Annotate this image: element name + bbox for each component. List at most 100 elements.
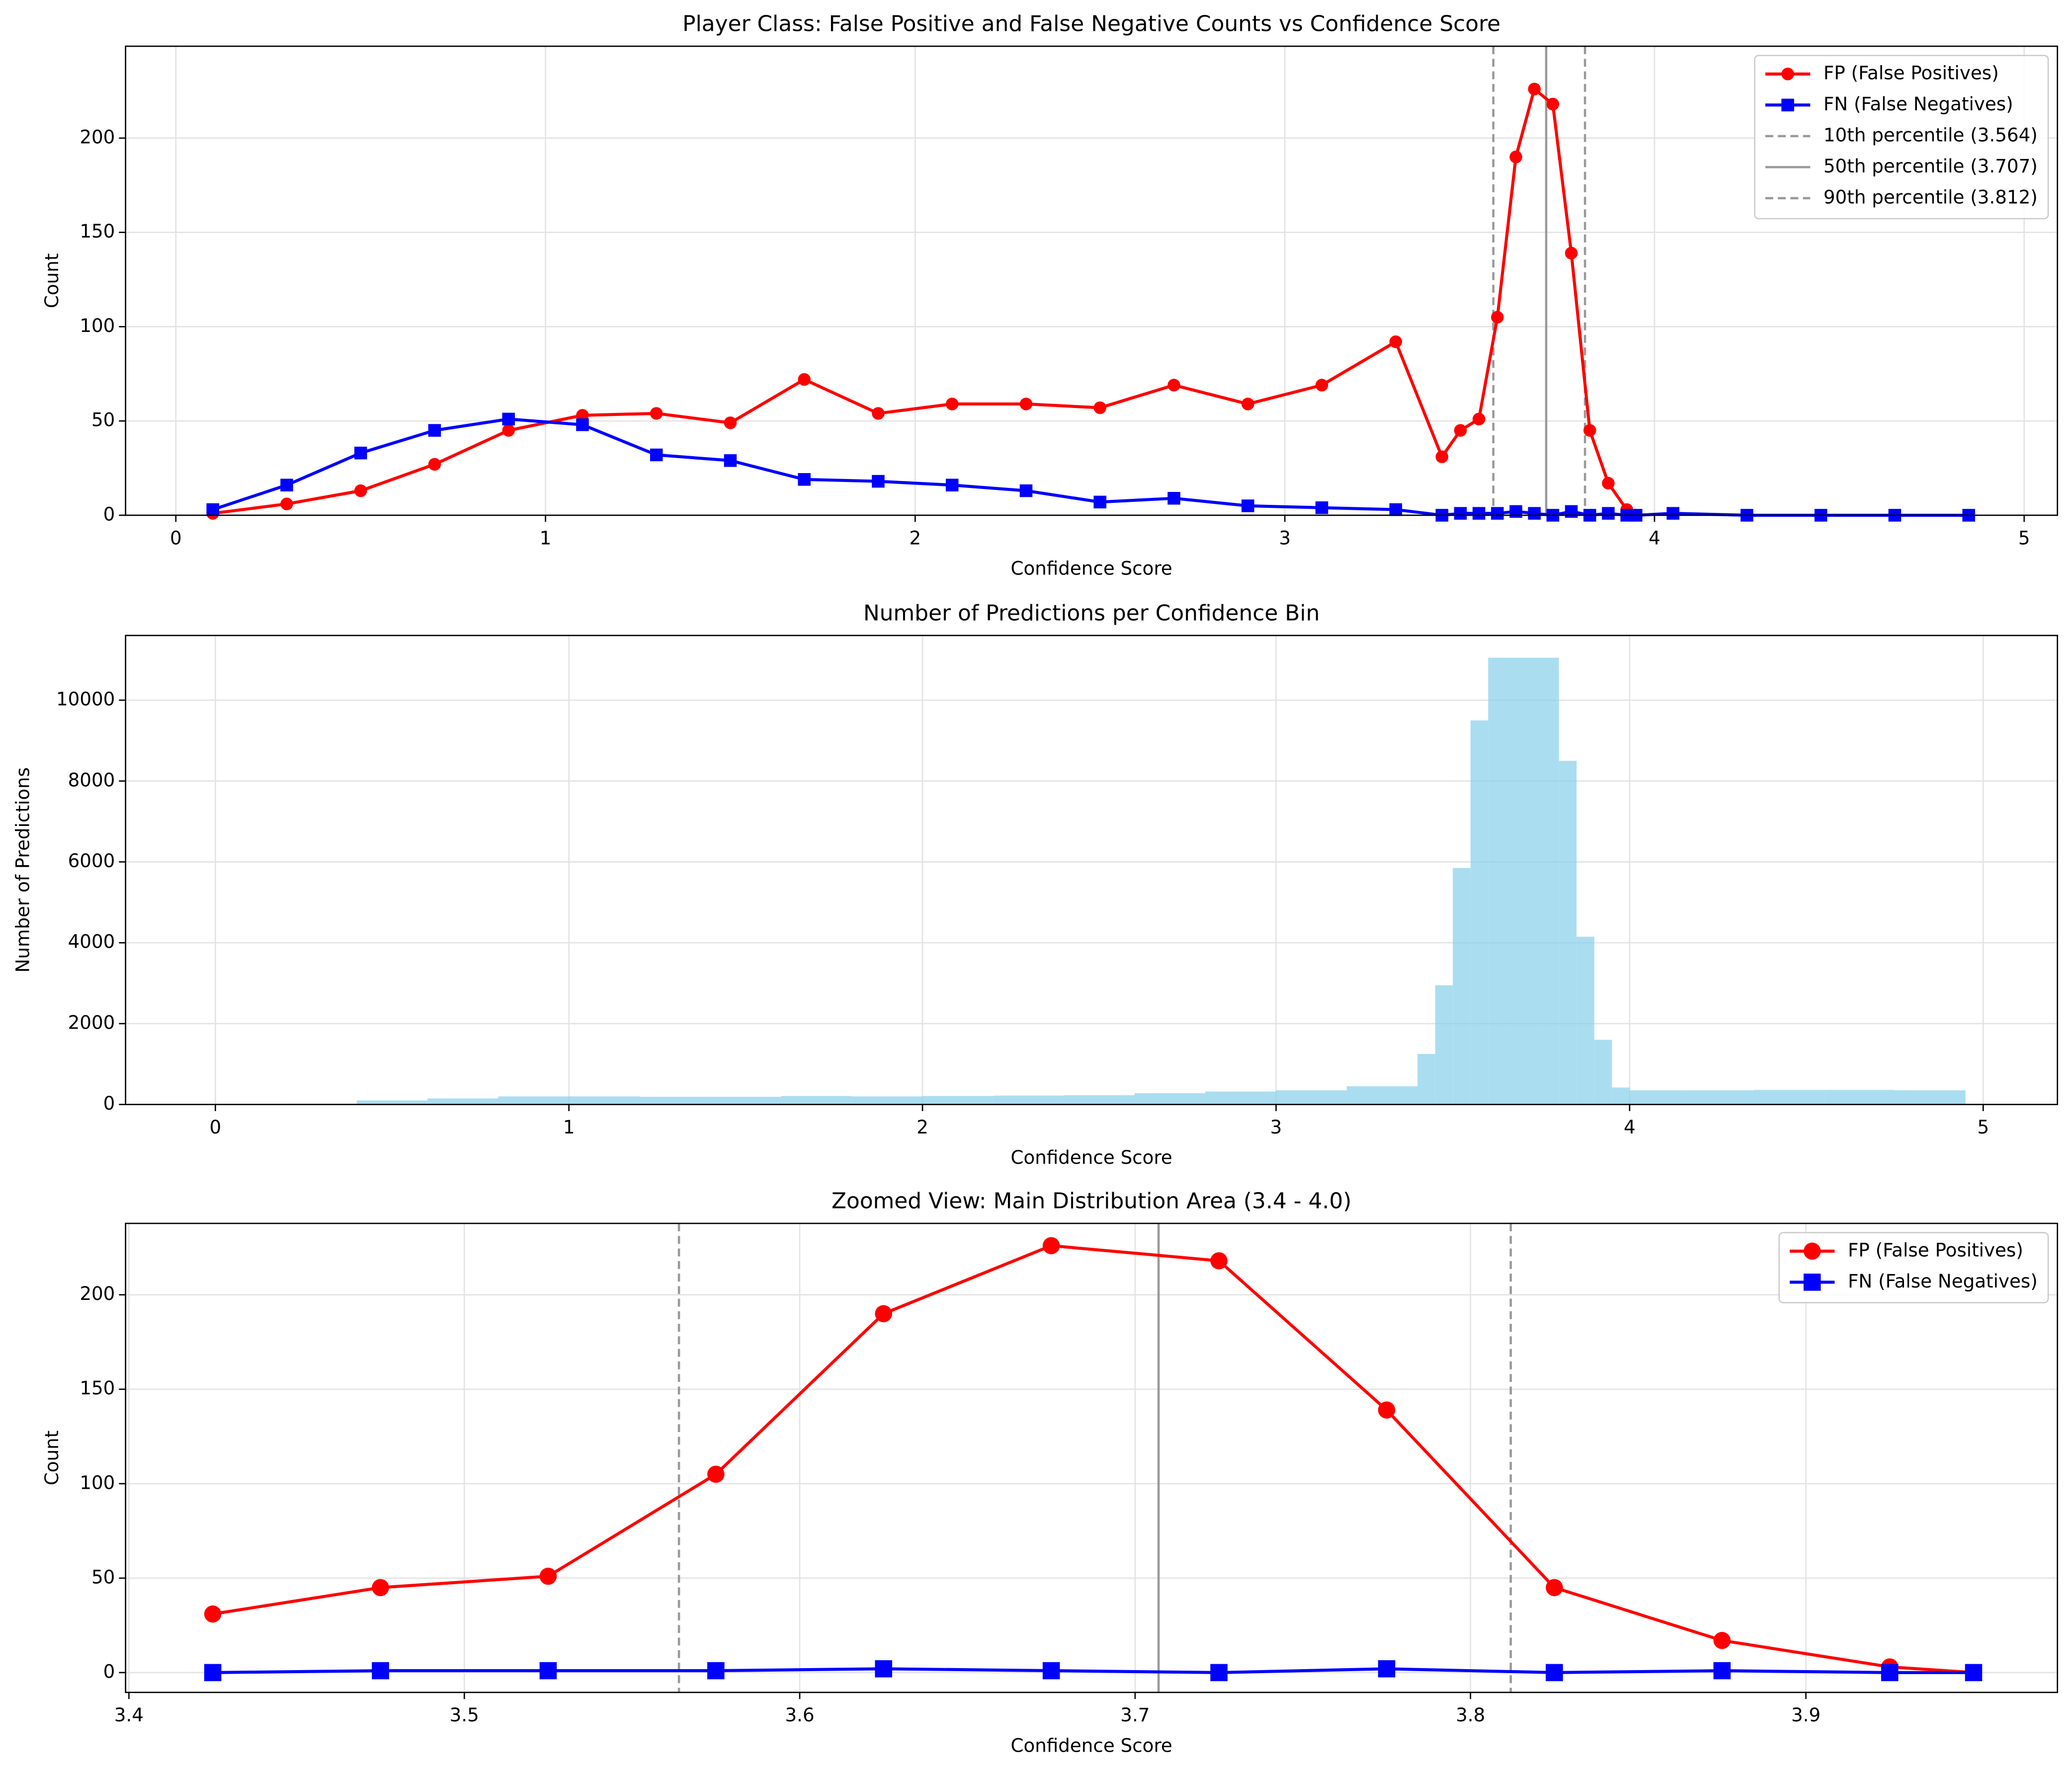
y-axis-label: Count	[41, 253, 63, 309]
y-tick-label: 100	[80, 1471, 115, 1493]
marker	[650, 448, 663, 462]
y-tick-label: 200	[80, 1283, 115, 1304]
legend-marker	[1781, 68, 1794, 81]
marker	[707, 1465, 725, 1483]
marker	[502, 424, 515, 437]
marker	[576, 418, 589, 431]
y-tick-label: 4000	[68, 931, 115, 953]
marker	[1713, 1632, 1731, 1649]
legend-label: FN (False Negatives)	[1848, 1270, 2038, 1292]
marker	[539, 1567, 557, 1585]
marker	[1528, 507, 1541, 520]
y-tick-label: 150	[80, 220, 115, 242]
marker	[1378, 1660, 1396, 1678]
marker	[206, 503, 219, 516]
x-tick-label: 3.8	[1456, 1704, 1485, 1726]
bar	[1276, 1090, 1347, 1105]
legend: FP (False Positives) FN (False Negatives)…	[1754, 55, 2049, 220]
chart-title: Number of Predictions per Confidence Bin	[863, 600, 1320, 626]
marker	[1546, 1664, 1563, 1682]
marker	[875, 1305, 893, 1322]
x-tick-label: 5	[2018, 527, 2030, 549]
y-tick-label: 6000	[68, 850, 115, 872]
x-tick-label: 3	[1279, 527, 1291, 549]
bar	[1895, 1090, 1966, 1105]
legend-label: FP (False Positives)	[1823, 62, 1999, 83]
y-axis-label: Count	[41, 1431, 63, 1486]
legend-label: 10th percentile (3.564)	[1823, 124, 2038, 146]
x-tick-label: 3.4	[114, 1704, 144, 1726]
x-tick-label: 0	[209, 1116, 221, 1138]
legend-marker	[1803, 1242, 1821, 1260]
legend-marker	[1781, 98, 1794, 112]
marker	[1019, 398, 1033, 410]
bar	[1505, 657, 1524, 1105]
marker	[1546, 1579, 1563, 1597]
marker	[204, 1605, 222, 1623]
bar	[569, 1096, 640, 1105]
bar	[1488, 657, 1506, 1105]
marker	[724, 416, 737, 429]
bar	[1753, 1090, 1824, 1105]
marker	[1491, 311, 1504, 324]
marker	[1583, 424, 1596, 437]
legend: FP (False Positives) FN (False Negatives)	[1778, 1232, 2049, 1303]
series-line	[212, 1244, 1974, 1674]
marker	[204, 1664, 222, 1682]
marker	[1315, 379, 1328, 392]
marker	[502, 412, 515, 426]
bar	[1134, 1093, 1206, 1105]
bar	[1435, 985, 1453, 1105]
series-line	[213, 1667, 1974, 1674]
x-tick-label: 2	[910, 527, 921, 549]
marker	[1602, 477, 1615, 490]
bar	[1576, 937, 1594, 1105]
y-tick-label: 200	[80, 126, 115, 148]
marker	[1713, 1662, 1731, 1680]
bar	[1417, 1053, 1435, 1105]
y-tick-label: 0	[103, 503, 115, 525]
marker	[1210, 1664, 1228, 1682]
marker	[724, 454, 737, 467]
x-tick-label: 2	[916, 1116, 928, 1138]
marker	[650, 407, 663, 420]
marker	[1472, 507, 1486, 520]
marker	[1509, 151, 1522, 163]
y-tick-label: 50	[91, 409, 115, 431]
marker	[1965, 1664, 1983, 1682]
bar	[640, 1097, 711, 1105]
marker	[1042, 1237, 1060, 1255]
marker	[1528, 82, 1541, 95]
bar	[851, 1096, 923, 1105]
x-axis-label: Confidence Score	[1010, 557, 1172, 579]
y-tick-label: 10000	[56, 688, 115, 710]
marker	[798, 373, 811, 386]
marker	[1435, 450, 1449, 464]
bar	[1064, 1095, 1135, 1105]
x-tick-label: 4	[1624, 1116, 1636, 1138]
bar	[1594, 1040, 1612, 1105]
marker	[1242, 398, 1254, 410]
legend-box	[1754, 55, 2049, 220]
x-tick-label: 3.7	[1120, 1704, 1150, 1726]
y-tick-label: 100	[80, 315, 115, 336]
y-axis-label: Number of Predictions	[11, 767, 33, 972]
marker	[1565, 246, 1578, 260]
marker	[539, 1662, 557, 1680]
x-tick-label: 1	[540, 527, 552, 549]
marker	[1167, 379, 1180, 392]
marker	[1546, 97, 1560, 111]
legend-label: 50th percentile (3.707)	[1823, 155, 2038, 177]
y-tick-label: 0	[103, 1092, 115, 1114]
marker	[354, 446, 367, 460]
x-tick-label: 3.6	[785, 1704, 814, 1726]
marker	[1881, 1664, 1899, 1682]
x-tick-label: 5	[1977, 1116, 1989, 1138]
bar	[710, 1097, 781, 1105]
marker	[1389, 335, 1403, 348]
marker	[1472, 412, 1486, 426]
bar	[1824, 1090, 1895, 1105]
bar	[356, 1100, 428, 1105]
